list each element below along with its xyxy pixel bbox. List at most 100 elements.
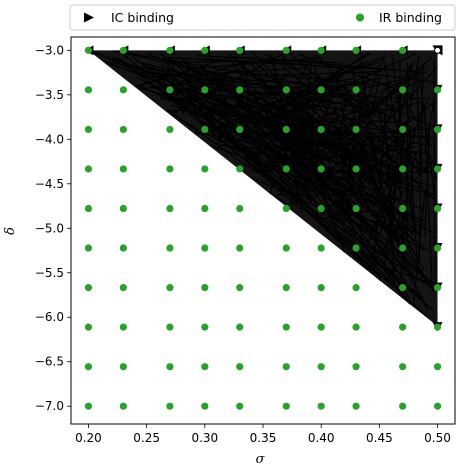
x-tick-label: 0.40 bbox=[308, 431, 335, 445]
ic-path bbox=[256, 59, 312, 155]
ir-point bbox=[399, 363, 407, 371]
ir-point bbox=[317, 204, 325, 213]
ir-point bbox=[352, 323, 360, 331]
ir-point bbox=[352, 125, 360, 134]
ic-path bbox=[315, 54, 377, 125]
ic-path bbox=[187, 68, 247, 84]
ic-path bbox=[278, 63, 407, 174]
ir-point bbox=[166, 284, 174, 292]
ir-point bbox=[166, 165, 174, 173]
ir-point bbox=[236, 165, 244, 173]
ic-path bbox=[204, 61, 380, 116]
ic-path bbox=[105, 61, 395, 107]
ir-point bbox=[201, 204, 209, 213]
ir-point bbox=[433, 323, 442, 331]
ir-point bbox=[282, 204, 290, 213]
ic-path bbox=[318, 75, 341, 131]
ic-path bbox=[165, 59, 305, 63]
ic-path bbox=[116, 56, 304, 177]
ir-point bbox=[399, 46, 407, 54]
ir-point bbox=[119, 363, 127, 371]
legend: IC binding IR binding bbox=[69, 4, 456, 31]
ir-point bbox=[352, 204, 360, 213]
y-tick-label: −4.5 bbox=[35, 177, 64, 191]
ic-path bbox=[310, 100, 437, 202]
ir-point bbox=[84, 323, 93, 331]
y-tick-label: −6.0 bbox=[35, 310, 64, 324]
ir-point bbox=[282, 165, 290, 173]
ir-point bbox=[282, 46, 290, 54]
ir-point bbox=[352, 165, 360, 173]
ir-point bbox=[201, 323, 209, 331]
ic-path bbox=[377, 114, 403, 199]
ic-path bbox=[298, 72, 423, 128]
ic-path bbox=[302, 108, 379, 150]
ic-path bbox=[379, 101, 434, 128]
ir-point bbox=[201, 284, 209, 292]
legend-ir-marker bbox=[356, 13, 364, 22]
ic-path bbox=[247, 52, 369, 132]
ic-path bbox=[294, 106, 400, 179]
y-tick-label: −5.5 bbox=[35, 266, 64, 280]
ic-path bbox=[423, 103, 435, 155]
ir-point bbox=[119, 46, 127, 54]
ir-point bbox=[201, 46, 209, 54]
ir-point bbox=[317, 284, 325, 292]
ir-point bbox=[119, 125, 127, 134]
ir-point bbox=[282, 125, 290, 134]
ir-point bbox=[201, 86, 209, 94]
ir-point bbox=[236, 323, 244, 331]
ir-point bbox=[317, 46, 325, 54]
x-tick-label: 0.35 bbox=[250, 431, 277, 445]
ir-point bbox=[399, 86, 407, 94]
ic-path bbox=[391, 54, 415, 233]
ir-point bbox=[352, 363, 360, 371]
ic-path bbox=[243, 78, 404, 117]
ir-point bbox=[433, 363, 442, 371]
y-tick-label: −7.0 bbox=[35, 399, 64, 413]
ic-path bbox=[245, 55, 407, 283]
ic-path bbox=[169, 89, 270, 101]
ic-path bbox=[338, 76, 369, 219]
ir-point bbox=[399, 204, 407, 213]
ir-point bbox=[352, 244, 360, 252]
ir-point bbox=[399, 284, 407, 292]
ic-path bbox=[166, 109, 259, 174]
ic-path bbox=[329, 151, 408, 186]
ic-path bbox=[317, 132, 356, 187]
ic-path bbox=[341, 176, 390, 226]
ir-point bbox=[84, 204, 93, 213]
ir-point bbox=[236, 363, 244, 371]
ir-point bbox=[119, 323, 127, 331]
ir-point bbox=[201, 363, 209, 371]
ic-path bbox=[161, 74, 290, 194]
ir-point bbox=[433, 284, 442, 292]
ir-point bbox=[84, 46, 93, 54]
ic-path bbox=[210, 95, 267, 125]
ic-path bbox=[224, 98, 357, 126]
ic-path bbox=[232, 107, 341, 166]
ir-point bbox=[201, 244, 209, 252]
legend-ic-marker bbox=[84, 12, 94, 23]
ir-point bbox=[282, 323, 290, 331]
ic-path bbox=[319, 156, 348, 179]
ir-binding-series bbox=[84, 46, 442, 410]
ir-point bbox=[201, 165, 209, 173]
x-tick-label: 0.45 bbox=[366, 431, 393, 445]
ic-path bbox=[399, 60, 403, 271]
ic-path bbox=[268, 191, 290, 206]
ir-point bbox=[84, 363, 93, 371]
ic-path bbox=[201, 57, 322, 69]
y-tick-label: −3.0 bbox=[35, 43, 64, 57]
ic-path bbox=[131, 56, 339, 197]
y-tick-label: −5.0 bbox=[35, 221, 64, 235]
ic-path bbox=[269, 77, 382, 104]
ic-path bbox=[263, 53, 413, 128]
ir-point bbox=[317, 86, 325, 94]
ic-path bbox=[332, 188, 412, 203]
ic-path bbox=[423, 105, 433, 291]
ic-path bbox=[139, 86, 385, 163]
ir-point bbox=[399, 323, 407, 331]
ir-point bbox=[317, 363, 325, 371]
